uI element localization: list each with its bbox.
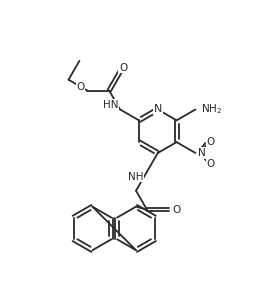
- Text: O: O: [76, 82, 85, 91]
- Text: HN: HN: [103, 99, 118, 110]
- Text: O: O: [206, 137, 214, 147]
- Text: O: O: [206, 159, 214, 169]
- Text: NH$_2$: NH$_2$: [201, 103, 222, 116]
- Text: O: O: [119, 63, 127, 73]
- Text: N: N: [154, 104, 162, 114]
- Text: N: N: [198, 148, 206, 158]
- Text: NH: NH: [128, 172, 144, 182]
- Text: O: O: [173, 205, 181, 215]
